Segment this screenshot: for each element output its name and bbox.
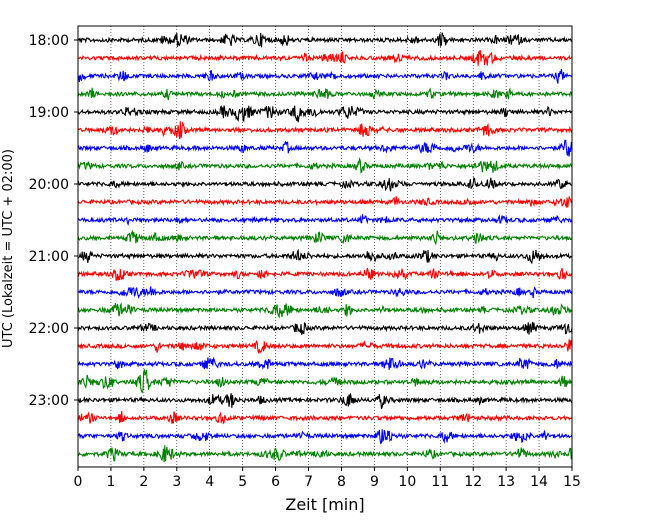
y-axis-label: UTC (Lokalzeit = UTC + 02:00) <box>1 149 16 348</box>
trace-1930 <box>77 139 573 157</box>
trace-2330 <box>77 429 573 445</box>
trace-2215 <box>77 339 573 355</box>
trace-2000 <box>77 176 573 192</box>
y-tick-label: 23:00 <box>29 393 69 409</box>
trace-2100 <box>77 248 573 265</box>
trace-1815 <box>77 50 573 66</box>
trace-2015 <box>77 195 573 209</box>
trace-1845 <box>77 87 573 101</box>
trace-2115 <box>77 267 573 281</box>
x-tick-label: 5 <box>238 474 247 490</box>
x-tick-label: 15 <box>563 474 581 490</box>
trace-1915 <box>77 121 573 140</box>
x-tick-label: 8 <box>337 474 346 490</box>
y-axis: 18:00 19:00 20:00 21:00 22:00 23:00 <box>29 33 78 409</box>
trace-1830 <box>77 69 573 84</box>
x-tick-label: 11 <box>431 474 449 490</box>
x-tick-label: 1 <box>106 474 115 490</box>
trace-2345 <box>77 445 573 463</box>
trace-2030 <box>77 213 573 227</box>
y-tick-label: 22:00 <box>29 321 69 337</box>
y-tick-label: 18:00 <box>29 33 69 49</box>
trace-1800 <box>77 32 573 48</box>
trace-2045 <box>77 229 573 246</box>
trace-2315 <box>77 411 573 425</box>
trace-2145 <box>77 302 573 319</box>
x-tick-label: 14 <box>530 474 548 490</box>
trace-2300 <box>77 393 573 410</box>
y-tick-label: 19:00 <box>29 105 69 121</box>
x-tick-label: 10 <box>398 474 416 490</box>
trace-2245 <box>77 369 573 394</box>
trace-1945 <box>77 156 573 174</box>
x-tick-label: 6 <box>271 474 280 490</box>
y-tick-label: 21:00 <box>29 249 69 265</box>
trace-layer <box>77 32 573 463</box>
x-tick-label: 12 <box>464 474 482 490</box>
trace-2130 <box>77 286 573 300</box>
trace-2230 <box>77 356 573 371</box>
x-tick-label: 9 <box>370 474 379 490</box>
trace-2200 <box>77 321 573 335</box>
x-tick-label: 0 <box>74 474 83 490</box>
x-tick-label: 3 <box>172 474 181 490</box>
x-tick-label: 7 <box>304 474 313 490</box>
x-axis-label: Zeit [min] <box>285 495 364 514</box>
plot-frame <box>77 25 573 468</box>
x-axis: 0 1 2 3 4 5 6 7 8 9 10 11 12 13 14 15 <box>74 467 581 490</box>
trace-1900 <box>77 105 573 123</box>
x-tick-label: 13 <box>497 474 515 490</box>
y-tick-label: 20:00 <box>29 177 69 193</box>
x-tick-label: 4 <box>205 474 214 490</box>
x-tick-label: 2 <box>139 474 148 490</box>
